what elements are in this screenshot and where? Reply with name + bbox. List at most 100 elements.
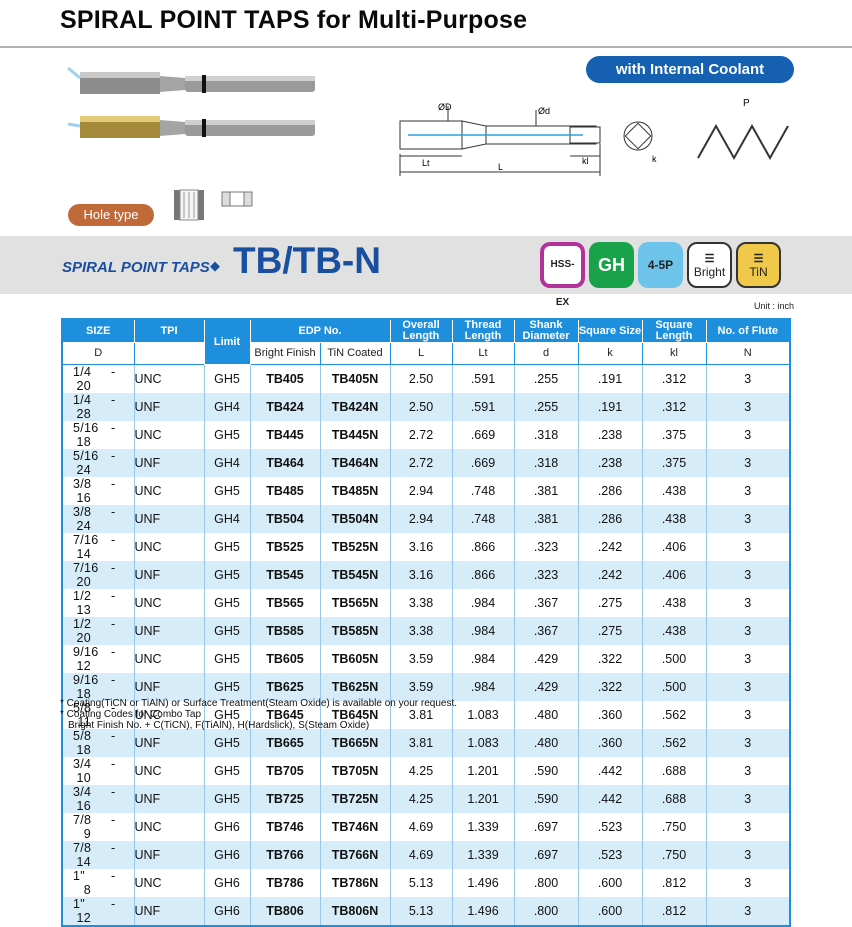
cell-square-length: .562 <box>641 729 706 757</box>
cell-edp-bright: TB705 <box>249 757 320 785</box>
size-separator: - <box>111 365 116 379</box>
cell-size: 5/16 - 24 <box>61 449 134 477</box>
cell-flute: 3 <box>705 505 790 533</box>
product-name: TB/TB-N <box>233 240 381 281</box>
cell-edp-tin: TB405N <box>319 364 390 393</box>
subheader-d: D <box>61 342 135 365</box>
cell-thread-length: .984 <box>451 617 514 645</box>
tpi-value: 20 <box>76 379 91 393</box>
cell-thread-length: .591 <box>451 393 514 421</box>
table-row: 1" - 12 UNF GH6 TB806 TB806N 5.13 1.496.800.600.… <box>61 897 790 926</box>
cell-square-length: .688 <box>641 757 706 785</box>
cell-overall-length: 3.81 <box>389 701 452 729</box>
size-value: 1/2 <box>73 617 92 631</box>
cell-flute: 3 <box>705 617 790 645</box>
table-row: 9/16 - 12 UNC GH5 TB605 TB605N 3.59.984.429.322… <box>61 645 790 673</box>
cell-flute: 3 <box>705 421 790 449</box>
cell-limit: GH5 <box>203 589 250 617</box>
cell-overall-length: 2.94 <box>389 505 452 533</box>
table-row: 7/16 - 14 UNC GH5 TB525 TB525N 3.16.866.323.242… <box>61 533 790 561</box>
table-row: 3/4 - 10 UNC GH5 TB705 TB705N 4.25 1.201.590.442… <box>61 757 790 785</box>
cell-shank-diameter: .381 <box>513 477 578 505</box>
cell-edp-tin: TB585N <box>319 617 390 645</box>
table-row: 7/8 - 9 UNC GH6 TB746 TB746N 4.69 1.339.697.523.… <box>61 813 790 841</box>
spec-table: SIZE TPI Limit EDP No. Overall Length Th… <box>61 318 791 927</box>
blind-hole-icon <box>221 191 253 207</box>
subheader-kl: kl <box>641 342 707 365</box>
cell-square-length: .438 <box>641 589 706 617</box>
cell-edp-tin: TB786N <box>319 869 390 897</box>
tpi-value: 16 <box>76 799 91 813</box>
cell-flute: 3 <box>705 757 790 785</box>
header-shank-diameter: Shank Diameter <box>513 318 579 343</box>
cell-thread-type: UNC <box>133 701 204 729</box>
cell-edp-tin: TB545N <box>319 561 390 589</box>
hole-type-label: Hole type <box>68 204 154 226</box>
cell-flute: 3 <box>705 589 790 617</box>
size-value: 3/8 <box>73 477 92 491</box>
header-bright: Bright Finish <box>249 342 321 365</box>
size-separator: - <box>111 701 116 715</box>
cell-shank-diameter: .367 <box>513 617 578 645</box>
cell-square-length: .812 <box>641 869 706 897</box>
cell-limit: GH6 <box>203 841 250 869</box>
cell-flute: 3 <box>705 533 790 561</box>
cell-size: 7/16 - 20 <box>61 561 134 589</box>
cell-thread-type: UNC <box>133 645 204 673</box>
cell-thread-type: UNF <box>133 505 204 533</box>
cell-edp-tin: TB725N <box>319 785 390 813</box>
cell-square-size: .286 <box>577 477 642 505</box>
cell-shank-diameter: .323 <box>513 561 578 589</box>
tin-icon: ☰ <box>753 252 764 265</box>
cell-shank-diameter: .381 <box>513 505 578 533</box>
bright-icon: ☰ <box>704 252 715 265</box>
cell-size: 5/16 - 18 <box>61 421 134 449</box>
size-value: 1" <box>73 897 85 911</box>
thread-length-label: Lt <box>422 158 430 168</box>
cell-edp-bright: TB766 <box>249 841 320 869</box>
cell-edp-tin: TB766N <box>319 841 390 869</box>
tpi-value: 11 <box>77 715 91 729</box>
cell-square-length: .438 <box>641 505 706 533</box>
bright-tap-image <box>67 66 315 94</box>
cell-thread-type: UNC <box>133 364 204 393</box>
tin-tap-image <box>67 116 315 138</box>
cell-shank-diameter: .318 <box>513 449 578 477</box>
footnote-codes: Bright Finish No. + C(TiCN), F(TiAlN), H… <box>68 720 370 731</box>
size-separator: - <box>111 477 116 491</box>
header-edp: EDP No. <box>249 318 391 343</box>
cell-overall-length: 4.69 <box>389 813 452 841</box>
cell-overall-length: 2.50 <box>389 393 452 421</box>
cell-flute: 3 <box>705 561 790 589</box>
header-tin: TiN Coated <box>319 342 391 365</box>
table-row: 1/2 - 20 UNF GH5 TB585 TB585N 3.38.984.367.275.… <box>61 617 790 645</box>
cell-thread-type: UNC <box>133 757 204 785</box>
table-row: 1/4 - 20 UNC GH5 TB405 TB405N 2.50.591.255.191.… <box>61 364 790 393</box>
cell-flute: 3 <box>705 673 790 701</box>
size-separator: - <box>111 617 116 631</box>
cell-shank-diameter: .318 <box>513 421 578 449</box>
banner-subtitle: SPIRAL POINT TAPS <box>62 259 210 276</box>
cell-square-size: .238 <box>577 449 642 477</box>
cell-thread-type: UNC <box>133 869 204 897</box>
cell-square-size: .600 <box>577 897 642 926</box>
cell-size: 9/16 - 12 <box>61 645 134 673</box>
header-flute: No. of Flute <box>705 318 791 343</box>
cell-shank-diameter: .697 <box>513 841 578 869</box>
cell-limit: GH5 <box>203 701 250 729</box>
cell-square-length: .750 <box>641 841 706 869</box>
cell-thread-length: 1.496 <box>451 897 514 926</box>
cell-square-size: .322 <box>577 645 642 673</box>
cell-square-size: .523 <box>577 813 642 841</box>
cell-thread-length: 1.201 <box>451 785 514 813</box>
cell-edp-tin: TB485N <box>319 477 390 505</box>
cell-thread-type: UNF <box>133 785 204 813</box>
banner-bullet: ◆ <box>210 258 220 273</box>
cell-edp-tin: TB625N <box>319 673 390 701</box>
cell-edp-bright: TB645 <box>249 701 320 729</box>
tpi-value: 9 <box>83 827 91 841</box>
title-divider <box>0 46 852 48</box>
cell-thread-type: UNF <box>133 393 204 421</box>
cell-edp-bright: TB485 <box>249 477 320 505</box>
tpi-value: 24 <box>76 463 91 477</box>
